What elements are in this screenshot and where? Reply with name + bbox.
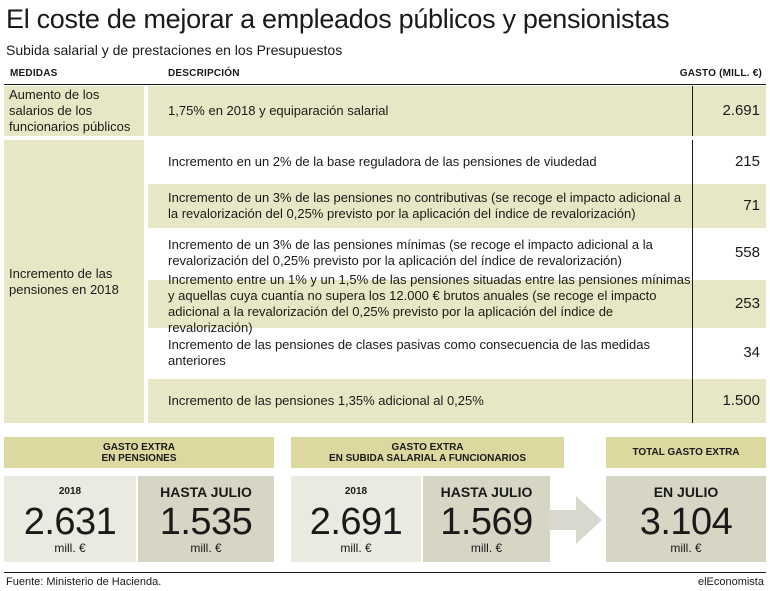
salaries-july-label: HASTA JULIO: [440, 484, 533, 500]
salaries-2018-unit: mill. €: [340, 541, 372, 555]
row-description: Incremento de las pensiones 1,35% adicio…: [168, 393, 484, 408]
page-subtitle: Subida salarial y de prestaciones en los…: [6, 42, 343, 58]
pensions-2018-cell: 2018 2.631 mill. €: [4, 476, 136, 562]
header-description: DESCRIPCIÓN: [168, 68, 240, 79]
total-label: EN JULIO: [653, 484, 719, 500]
row-description: 1,75% en 2018 y equiparación salarial: [168, 103, 389, 118]
salaries-heading-line1: GASTO EXTRA: [391, 441, 464, 453]
table-row: Incremento de un 3% de las pensiones no …: [148, 184, 766, 228]
salaries-2018-value: 2.691: [309, 501, 403, 543]
header-cost: GASTO (MILL. €): [679, 68, 762, 79]
salaries-heading-line2: EN SUBIDA SALARIAL A FUNCIONARIOS: [328, 452, 527, 464]
arrow-right-icon: [548, 496, 602, 544]
total-cell: EN JULIO 3.104 mill. €: [606, 476, 766, 562]
row-value: 71: [743, 197, 760, 214]
table-row: Incremento en un 2% de la base regulador…: [148, 140, 766, 183]
header-divider: [4, 84, 766, 85]
row-value: 2.691: [722, 102, 760, 119]
row-description: Incremento de un 3% de las pensiones mín…: [168, 237, 653, 268]
value-divider: [692, 86, 693, 136]
salaries-july-value: 1.569: [440, 501, 533, 543]
row-description: Incremento de un 3% de las pensiones no …: [168, 190, 682, 221]
salaries-heading: GASTO EXTRA EN SUBIDA SALARIAL A FUNCION…: [291, 437, 564, 468]
row-value: 253: [734, 295, 760, 312]
table-row: 1,75% en 2018 y equiparación salarial 2.…: [148, 86, 766, 136]
row-description: Incremento de las pensiones de clases pa…: [168, 336, 650, 368]
row-value: 215: [734, 152, 760, 170]
total-heading: TOTAL GASTO EXTRA: [606, 437, 766, 468]
source-note: Fuente: Ministerio de Hacienda.: [6, 576, 162, 588]
pensions-heading: GASTO EXTRA EN PENSIONES: [4, 437, 274, 468]
pensions-2018-unit: mill. €: [54, 541, 86, 555]
measure-salaries: Aumento de los salarios de los funcionar…: [4, 86, 144, 136]
pensions-heading-line2: EN PENSIONES: [101, 452, 177, 464]
table-row: Incremento entre un 1% y un 1,5% de las …: [148, 272, 766, 335]
row-value: 34: [743, 343, 760, 361]
brand-logo: elEconomista: [697, 576, 764, 588]
pensions-july-unit: mill. €: [190, 541, 222, 555]
value-divider: [692, 140, 693, 423]
measure-pensions: Incremento de las pensiones en 2018: [4, 140, 144, 423]
pensions-july-label: HASTA JULIO: [160, 484, 252, 500]
pensions-2018-value: 2.631: [23, 501, 117, 543]
salaries-july-unit: mill. €: [470, 541, 503, 555]
total-value: 3.104: [639, 501, 733, 543]
table-row: Incremento de un 3% de las pensiones mín…: [148, 229, 766, 277]
pensions-july-cell: HASTA JULIO 1.535 mill. €: [138, 476, 274, 562]
header-measures: MEDIDAS: [10, 68, 58, 79]
salaries-2018-cell: 2018 2.691 mill. €: [291, 476, 421, 562]
pensions-heading-line1: GASTO EXTRA: [102, 441, 176, 453]
pensions-2018-label: 2018: [58, 486, 82, 497]
page-title: El coste de mejorar a empleados públicos…: [6, 4, 670, 34]
table-row: Incremento de las pensiones de clases pa…: [148, 329, 766, 376]
footer-divider: [4, 572, 766, 573]
salaries-2018-label: 2018: [344, 486, 368, 497]
row-value: 558: [734, 244, 760, 261]
pensions-july-value: 1.535: [159, 501, 253, 543]
table-row: Incremento de las pensiones 1,35% adicio…: [148, 379, 766, 423]
total-unit: mill. €: [670, 541, 702, 555]
row-value: 1.500: [722, 392, 760, 409]
salaries-july-cell: HASTA JULIO 1.569 mill. €: [423, 476, 550, 562]
row-description: Incremento entre un 1% y un 1,5% de las …: [168, 272, 691, 335]
row-description: Incremento en un 2% de la base regulador…: [168, 153, 597, 169]
